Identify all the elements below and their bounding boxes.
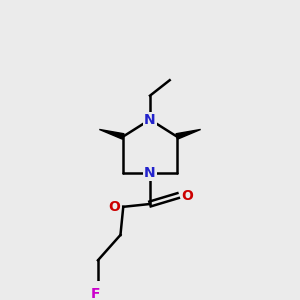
Text: N: N bbox=[144, 166, 156, 180]
Text: N: N bbox=[144, 112, 156, 127]
Polygon shape bbox=[99, 129, 124, 139]
Text: O: O bbox=[182, 189, 194, 202]
Text: O: O bbox=[108, 200, 120, 214]
Text: F: F bbox=[90, 287, 100, 300]
Polygon shape bbox=[176, 129, 201, 139]
